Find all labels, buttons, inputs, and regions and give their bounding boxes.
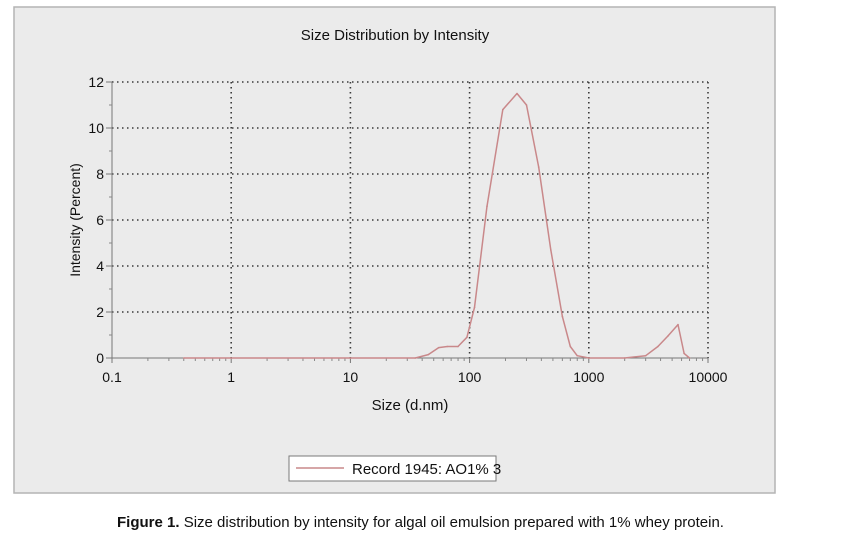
data-point [667, 335, 669, 337]
y-tick-label: 6 [96, 212, 104, 228]
plot-area [112, 82, 708, 358]
x-tick-label: 10 [343, 369, 359, 385]
data-point [437, 346, 440, 349]
data-point [516, 92, 518, 95]
data-point [657, 345, 659, 348]
y-tick-label: 12 [88, 74, 104, 90]
data-point [537, 166, 540, 168]
x-tick-label: 10000 [689, 369, 728, 385]
data-point [473, 306, 476, 309]
x-tick-label: 1 [227, 369, 235, 385]
legend-box [288, 455, 497, 482]
y-tick-label: 4 [96, 258, 104, 274]
data-point [576, 354, 579, 357]
data-point [502, 108, 504, 111]
y-tick-label: 0 [96, 350, 104, 366]
data-point [446, 345, 449, 348]
data-point [677, 323, 679, 326]
data-point [486, 205, 488, 207]
data-point [427, 353, 430, 356]
data-point [457, 345, 459, 348]
legend: Record 1945: AO1% 3 [288, 455, 501, 482]
data-point [644, 354, 647, 357]
y-axis-label: Intensity (Percent) [67, 163, 83, 277]
data-point [414, 357, 417, 359]
y-tick-label: 10 [88, 120, 104, 136]
caption-text: Size distribution by intensity for algal… [179, 514, 724, 531]
legend-label: Record 1945: AO1% 3 [352, 461, 501, 478]
figure-caption: Figure 1. Size distribution by intensity… [0, 514, 841, 531]
tick-labels: 0 2 4 6 8 10 12 0.1 1 10 100 1000 10000 [88, 74, 727, 385]
caption-label: Figure 1. [117, 514, 180, 531]
x-tick-label: 100 [458, 369, 482, 385]
data-point [550, 249, 552, 251]
data-point [466, 336, 468, 339]
y-tick-label: 2 [96, 304, 104, 320]
y-tick-label: 8 [96, 166, 104, 182]
x-axis-label: Size (d.nm) [372, 397, 449, 414]
data-point [525, 104, 528, 106]
x-tick-label: 1000 [573, 369, 604, 385]
grid-lines [112, 81, 709, 358]
data-point [569, 345, 572, 348]
data-point [182, 357, 185, 359]
series-group [182, 92, 691, 359]
data-point [683, 352, 685, 355]
data-point [349, 357, 352, 359]
data-point [588, 357, 590, 359]
data-point [230, 357, 232, 359]
chart-title: Size Distribution by Intensity [301, 27, 490, 44]
data-point [688, 357, 691, 359]
data-point [623, 357, 626, 359]
data-point [561, 315, 564, 318]
x-tick-label: 0.1 [102, 369, 122, 385]
